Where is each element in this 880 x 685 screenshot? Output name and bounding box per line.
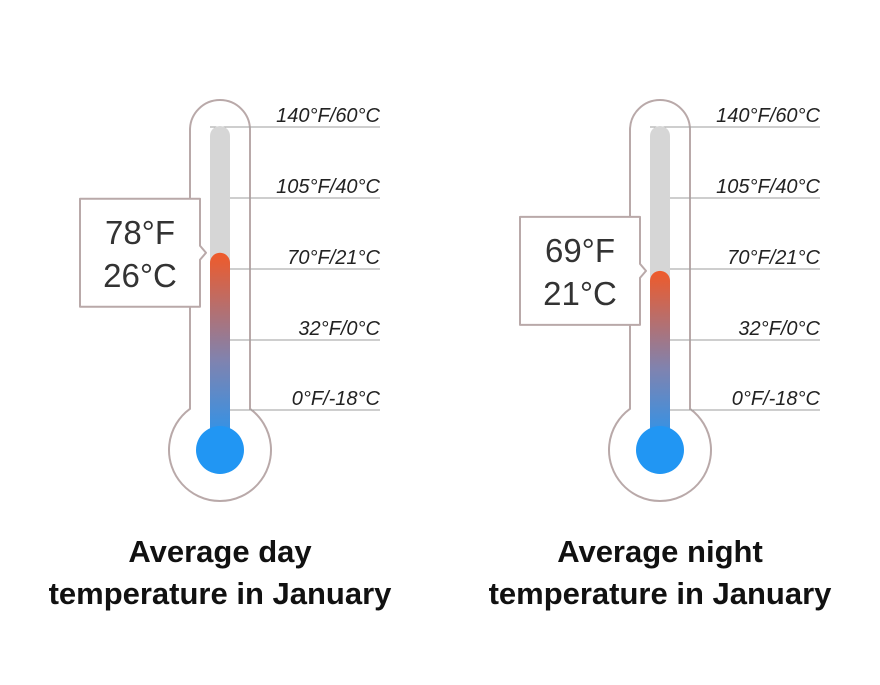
reading-callout: [79, 197, 207, 308]
chart-title: Average day temperature in January: [49, 534, 393, 611]
scale-tick-lines: [650, 126, 820, 411]
scale-tick-label: 32°F/0°C: [738, 318, 820, 340]
scale-tick-label: 140°F/60°C: [716, 105, 820, 127]
scale-tick-label: 70°F/21°C: [287, 247, 380, 269]
scale-tick-label: 32°F/0°C: [298, 318, 380, 340]
reading-celsius: 21°C: [543, 275, 617, 312]
reading-fahrenheit: 78°F: [105, 214, 175, 251]
scale-tick-label: 0°F/-18°C: [732, 388, 821, 410]
scale-tick-label: 0°F/-18°C: [292, 388, 381, 410]
thermometer-night: 140°F/60°C 105°F/40°C 70°F/21°C 32°F/0°C 0°F…: [489, 99, 833, 611]
mercury-bulb: [196, 426, 244, 474]
mercury-column: [210, 252, 230, 450]
scale-tick-label: 105°F/40°C: [276, 176, 380, 198]
reading-fahrenheit: 69°F: [545, 232, 615, 269]
reading-celsius: 26°C: [103, 257, 177, 294]
scale-tick-label: 105°F/40°C: [716, 176, 820, 198]
chart-title: Average night temperature in January: [489, 534, 833, 611]
scale-tick-labels: 140°F/60°C 105°F/40°C 70°F/21°C 32°F/0°C 0°F…: [276, 105, 380, 410]
chart-title-line: Average day: [128, 534, 312, 569]
chart-title-line: Average night: [557, 534, 763, 569]
scale-tick-label: 70°F/21°C: [727, 247, 820, 269]
thermometer-day: 140°F/60°C 105°F/40°C 70°F/21°C 32°F/0°C 0°F…: [49, 99, 393, 611]
chart-title-line: temperature in January: [49, 576, 393, 611]
reading-callout: [519, 215, 647, 326]
chart-title-line: temperature in January: [489, 576, 833, 611]
mercury-bulb: [636, 426, 684, 474]
scale-tick-lines: [210, 126, 380, 411]
scale-tick-labels: 140°F/60°C 105°F/40°C 70°F/21°C 32°F/0°C 0°F…: [716, 105, 820, 410]
mercury-column: [650, 270, 670, 450]
scale-tick-label: 140°F/60°C: [276, 105, 380, 127]
